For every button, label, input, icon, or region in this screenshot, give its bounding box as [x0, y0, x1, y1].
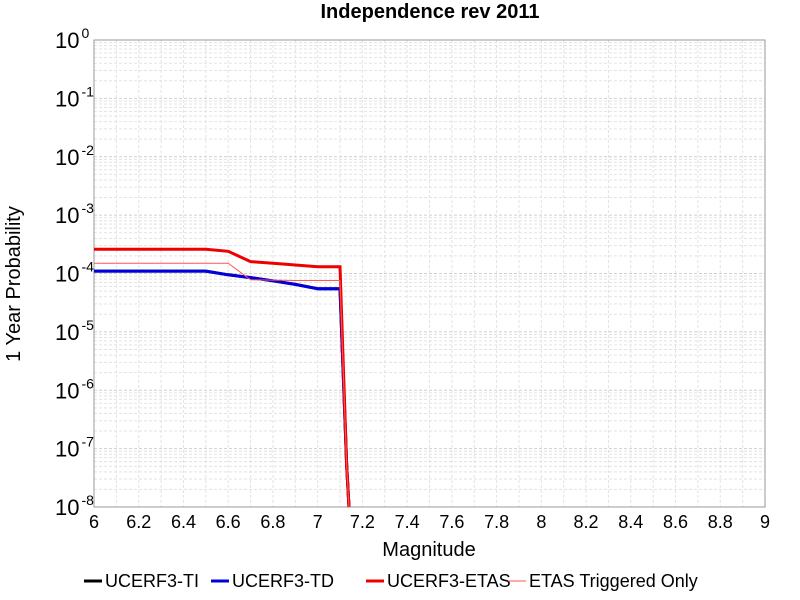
x-tick-label: 8.6: [663, 512, 688, 532]
x-tick-label: 6: [89, 512, 99, 532]
x-tick-label: 6.8: [260, 512, 285, 532]
plot-area: [93, 39, 766, 508]
x-tick-label: 7.6: [439, 512, 464, 532]
x-tick-label: 8.8: [708, 512, 733, 532]
x-tick-label: 9: [760, 512, 770, 532]
series-line-4: [94, 262, 350, 508]
legend-label: UCERF3-TI: [105, 571, 199, 591]
y-tick-label: 10 -4: [55, 259, 94, 287]
series-layer: [94, 247, 351, 508]
x-tick-label: 6.2: [126, 512, 151, 532]
x-tick-label: 6.4: [171, 512, 196, 532]
y-tick-label: 10 -5: [55, 317, 94, 345]
y-tick-label: 10 0: [55, 25, 89, 53]
x-tick-label: 7.8: [484, 512, 509, 532]
y-tick-label: 10 -3: [55, 200, 94, 228]
x-tick-label: 8.2: [574, 512, 599, 532]
y-tick-label: 10 -7: [55, 434, 94, 462]
y-tick-label: 10 -2: [55, 142, 94, 170]
y-axis-label: 1 Year Probability: [3, 206, 25, 362]
legend-label: UCERF3-ETAS: [387, 571, 511, 591]
y-tick-label: 10 -6: [55, 375, 94, 403]
y-tick-label: 10 -8: [55, 492, 94, 520]
x-tick-label: 7: [313, 512, 323, 532]
x-tick-label: 8.4: [618, 512, 643, 532]
x-tick-label: 6.6: [216, 512, 241, 532]
x-axis-label: Magnitude: [382, 539, 475, 561]
grid: [93, 39, 766, 508]
x-tick-label: 7.2: [350, 512, 375, 532]
legend: UCERF3-TI UCERF3-TD UCERF3-ETAS ETAS Trigge…: [84, 571, 698, 591]
y-tick-label: 10 -1: [55, 83, 94, 111]
legend-label: UCERF3-TD: [232, 571, 334, 591]
chart-title: Independence rev 2011: [320, 1, 539, 23]
x-tick-label: 8: [536, 512, 546, 532]
x-axis-ticks: 6 6.2 6.4 6.6 6.8 7 7.2 7.4 7.6 7.8 8 8.2 8.4 8.6 8.8 9: [89, 512, 770, 532]
legend-label: ETAS Triggered Only: [529, 571, 698, 591]
x-tick-label: 7.4: [395, 512, 420, 532]
